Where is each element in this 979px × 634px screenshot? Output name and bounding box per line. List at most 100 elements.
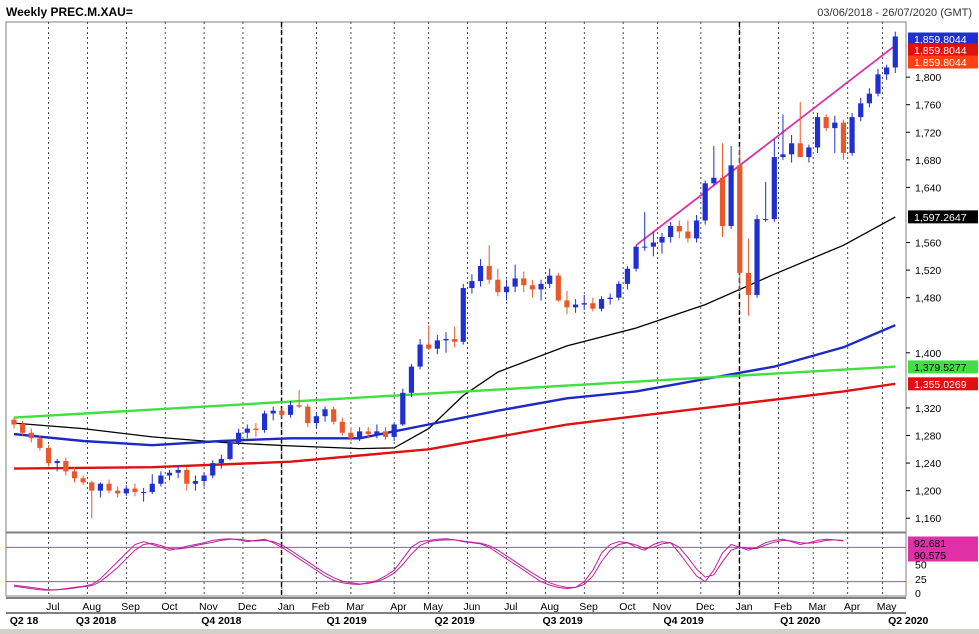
candle-body [754, 219, 760, 295]
candle-body [253, 428, 259, 430]
candle-body [270, 410, 276, 414]
candle-body [322, 409, 328, 417]
candle-body [54, 461, 60, 464]
month-label: May [423, 601, 444, 613]
candle-body [339, 421, 345, 433]
candle-body [374, 431, 380, 435]
month-label: Feb [774, 601, 792, 613]
quarter-label: Q2 2019 [434, 615, 474, 627]
quarter-label: Q4 2019 [663, 615, 703, 627]
candle-body [210, 463, 216, 476]
candle-body [521, 278, 527, 286]
candle-body [676, 226, 682, 232]
candle-body [875, 74, 881, 94]
candle-body [201, 475, 207, 481]
candle-body [555, 275, 561, 301]
candle-body [296, 405, 302, 407]
candle-body [797, 143, 803, 158]
month-label: Apr [390, 601, 407, 613]
candle-body [771, 157, 777, 220]
quarter-label: Q1 2019 [326, 615, 366, 627]
month-label: Nov [199, 601, 218, 613]
price-tick-label: 1,560 [915, 238, 941, 250]
price-value-label-bg [908, 55, 978, 69]
candle-body [659, 237, 665, 243]
candle-body [806, 147, 812, 158]
candle-body [547, 275, 553, 284]
candle-body [149, 483, 155, 493]
quarter-label: Q3 2019 [542, 615, 582, 627]
price-value-label: 1,859.8044 [908, 55, 978, 69]
candle-body [495, 279, 501, 293]
candle-body [106, 483, 112, 491]
month-label: Jul [46, 601, 59, 613]
price-tick-label: 1,240 [915, 458, 941, 470]
candle-body [184, 469, 190, 484]
candle-body [227, 442, 233, 459]
candle-body [814, 117, 821, 148]
candle-body [408, 366, 415, 393]
candle-body [832, 122, 838, 129]
month-label: Mar [808, 601, 827, 613]
quarter-label: Q2 2020 [888, 615, 928, 627]
quarter-label: Q4 2018 [201, 615, 241, 627]
candle-body [477, 265, 484, 282]
candle-body [192, 481, 199, 484]
candle-body [357, 431, 363, 439]
month-label: Nov [653, 601, 672, 613]
candle-body [823, 117, 829, 129]
month-label: Jan [278, 601, 295, 613]
candle-body [348, 432, 354, 439]
price-value-label-bg [908, 377, 978, 391]
candle-body [261, 413, 268, 430]
candle-body [642, 246, 648, 248]
price-value-label-text: 1,859.8044 [914, 57, 967, 69]
month-label: Jan [736, 601, 753, 613]
month-label: Apr [844, 601, 861, 613]
price-tick-label: 1,320 [915, 403, 941, 415]
stochastic-plot-area[interactable] [5, 532, 907, 597]
price-value-label-text: 1,859.8044 [914, 45, 967, 57]
candle-body [884, 67, 890, 75]
price-value-label: 1,859.8044 [908, 43, 978, 57]
candle-body [789, 143, 795, 155]
month-label: Feb [312, 601, 330, 613]
price-tick-label: 1,800 [915, 72, 941, 84]
candle-body [719, 177, 726, 226]
price-tick-label: 1,400 [915, 348, 941, 360]
candle-body [685, 231, 691, 239]
candle-body [175, 469, 181, 473]
price-tick-label: 1,520 [915, 265, 941, 277]
candle-body [452, 339, 458, 342]
month-label: May [877, 601, 898, 613]
month-label: Aug [82, 601, 101, 613]
stochastic-tick-label: 0 [915, 588, 921, 600]
candle-body [529, 285, 535, 290]
price-value-label-text: 1,597.2647 [914, 212, 967, 224]
candle-body [443, 339, 449, 341]
month-label: Dec [238, 601, 257, 613]
candle-body [598, 299, 605, 309]
resistance-trendline [635, 44, 896, 247]
stochastic-tick-label: 25 [915, 574, 927, 586]
month-label: Aug [540, 601, 559, 613]
candle-body [115, 490, 121, 494]
candle-body [866, 93, 872, 104]
month-label: Jul [504, 601, 517, 613]
candle-body [486, 265, 492, 280]
candle-body [287, 405, 294, 415]
candle-body [400, 392, 406, 425]
price-value-label-bg [908, 32, 978, 46]
candle-body [460, 288, 466, 342]
candle-body [573, 304, 579, 308]
candle-body [132, 488, 138, 493]
month-label: Sep [579, 601, 598, 613]
candle-body [28, 432, 34, 439]
main-plot-area[interactable] [5, 21, 907, 533]
candle-body [236, 432, 242, 443]
candle-body [702, 183, 708, 221]
price-value-label-text: 1,379.5277 [914, 362, 967, 374]
candle-body [728, 165, 734, 226]
price-tick-label: 1,760 [915, 100, 941, 112]
